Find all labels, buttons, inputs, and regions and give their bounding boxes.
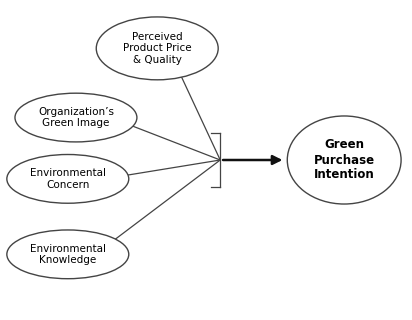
Text: Organization’s
Green Image: Organization’s Green Image bbox=[38, 107, 114, 128]
Text: Environmental
Knowledge: Environmental Knowledge bbox=[30, 244, 106, 265]
Ellipse shape bbox=[7, 155, 129, 203]
Text: Perceived
Product Price
& Quality: Perceived Product Price & Quality bbox=[123, 32, 192, 65]
Text: Environmental
Concern: Environmental Concern bbox=[30, 168, 106, 190]
Ellipse shape bbox=[287, 116, 401, 204]
Text: Green
Purchase
Intention: Green Purchase Intention bbox=[314, 139, 375, 181]
Ellipse shape bbox=[7, 230, 129, 279]
Ellipse shape bbox=[15, 93, 137, 142]
Ellipse shape bbox=[96, 17, 218, 80]
